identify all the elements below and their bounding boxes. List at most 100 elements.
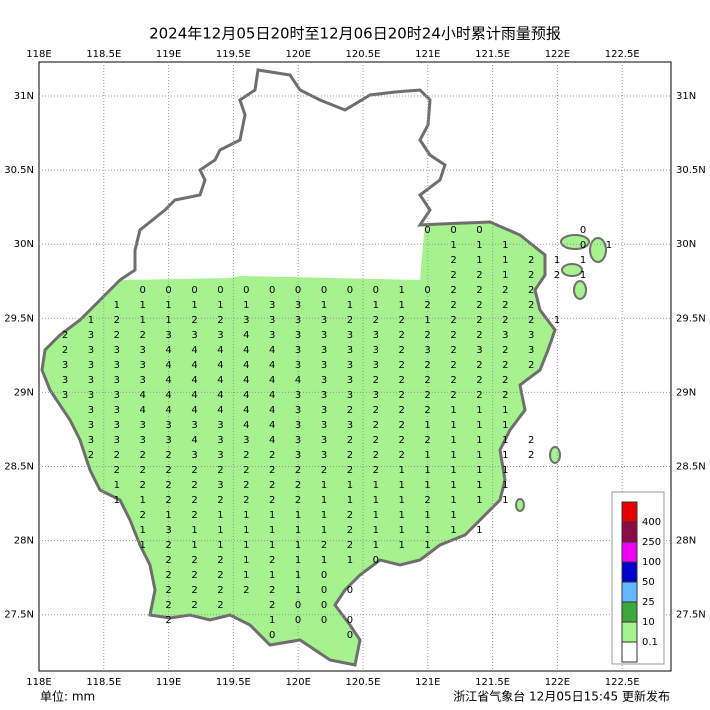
rainfall-value: 2 [269, 600, 275, 611]
rainfall-value: 1 [373, 300, 379, 311]
rainfall-value: 4 [191, 345, 197, 356]
lon-label-top: 119.5E [216, 49, 251, 60]
rainfall-value: 2 [321, 540, 327, 551]
rainfall-value: 2 [528, 255, 534, 266]
rainfall-value: 0 [424, 285, 430, 296]
rainfall-value: 3 [191, 330, 197, 341]
rainfall-value: 4 [191, 375, 197, 386]
rainfall-value: 3 [347, 360, 353, 371]
rainfall-value: 2 [502, 300, 508, 311]
lon-label-bottom: 118E [26, 677, 51, 688]
rainfall-value: 4 [217, 375, 223, 386]
lon-label-top: 121E [415, 49, 440, 60]
rainfall-value: 1 [243, 525, 249, 536]
rainfall-value: 1 [450, 420, 456, 431]
rainfall-value: 2 [114, 465, 120, 476]
rainfall-value: 1 [140, 300, 146, 311]
rainfall-value: 3 [295, 420, 301, 431]
rainfall-value: 1 [399, 285, 405, 296]
rainfall-value: 3 [165, 420, 171, 431]
rainfall-value: 2 [399, 330, 405, 341]
rainfall-value: 1 [321, 525, 327, 536]
rainfall-value: 1 [502, 255, 508, 266]
rainfall-value: 1 [295, 510, 301, 521]
rainfall-value: 2 [165, 600, 171, 611]
lon-label-top: 118E [26, 49, 51, 60]
rainfall-value: 3 [321, 435, 327, 446]
rainfall-value: 1 [476, 525, 482, 536]
rainfall-value: 3 [88, 375, 94, 386]
rainfall-value: 2 [373, 315, 379, 326]
rainfall-value: 1 [424, 315, 430, 326]
rainfall-value: 2 [217, 315, 223, 326]
rainfall-value: 1 [476, 240, 482, 251]
rainfall-value: 1 [347, 495, 353, 506]
lat-label-left: 27.5N [4, 610, 34, 621]
rainfall-value: 1 [476, 405, 482, 416]
rainfall-value: 2 [88, 450, 94, 461]
rainfall-value: 0 [295, 615, 301, 626]
rainfall-value: 3 [217, 450, 223, 461]
rainfall-value: 3 [321, 315, 327, 326]
rainfall-value: 3 [295, 450, 301, 461]
rainfall-value: 2 [399, 450, 405, 461]
rainfall-value: 0 [295, 600, 301, 611]
rainfall-value: 0 [321, 585, 327, 596]
rainfall-value: 4 [217, 405, 223, 416]
rainfall-value: 2 [373, 405, 379, 416]
rainfall-value: 2 [450, 345, 456, 356]
rainfall-value: 3 [191, 450, 197, 461]
rainfall-value: 2 [191, 315, 197, 326]
rainfall-value: 1 [191, 525, 197, 536]
rainfall-value: 2 [165, 465, 171, 476]
rainfall-value: 1 [450, 405, 456, 416]
rainfall-value: 1 [269, 510, 275, 521]
rainfall-value: 3 [217, 435, 223, 446]
rainfall-value: 2 [476, 315, 482, 326]
rainfall-value: 2 [476, 330, 482, 341]
rainfall-value: 4 [217, 360, 223, 371]
rainfall-value: 3 [347, 330, 353, 341]
rainfall-value: 1 [580, 255, 586, 266]
rainfall-value: 1 [243, 540, 249, 551]
legend-swatch [621, 621, 638, 643]
rainfall-value: 2 [450, 390, 456, 401]
rainfall-value: 1 [114, 495, 120, 506]
rainfall-value: 1 [295, 540, 301, 551]
rainfall-value: 2 [450, 330, 456, 341]
rainfall-value: 1 [424, 540, 430, 551]
rainfall-value: 3 [321, 405, 327, 416]
rainfall-value: 1 [450, 495, 456, 506]
rainfall-value: 3 [62, 360, 68, 371]
rainfall-value: 1 [269, 570, 275, 581]
rainfall-value: 0 [165, 285, 171, 296]
rainfall-value: 2 [399, 435, 405, 446]
rainfall-value: 3 [114, 345, 120, 356]
rainfall-value: 0 [295, 285, 301, 296]
rainfall-value: 1 [373, 540, 379, 551]
rainfall-value: 2 [399, 390, 405, 401]
rainfall-value: 4 [243, 330, 249, 341]
lon-label-bottom: 121E [415, 677, 440, 688]
rainfall-value: 2 [399, 315, 405, 326]
rainfall-value: 3 [88, 360, 94, 371]
rainfall-value: 3 [347, 390, 353, 401]
lon-label-top: 121.5E [475, 49, 510, 60]
rainfall-value: 3 [502, 330, 508, 341]
rainfall-value: 3 [295, 330, 301, 341]
lat-label-left: 29N [14, 387, 34, 398]
rainfall-value: 2 [424, 390, 430, 401]
rainfall-value: 1 [243, 555, 249, 566]
rainfall-value: 3 [321, 330, 327, 341]
rainfall-value: 1 [140, 525, 146, 536]
rainfall-value: 3 [217, 480, 223, 491]
rainfall-value: 2 [528, 360, 534, 371]
legend-label: 25 [642, 597, 655, 608]
rainfall-value: 2 [140, 330, 146, 341]
rainfall-value: 2 [502, 315, 508, 326]
rainfall-value: 3 [321, 420, 327, 431]
rainfall-value: 2 [347, 435, 353, 446]
rainfall-value: 2 [399, 420, 405, 431]
rainfall-value: 2 [165, 495, 171, 506]
rainfall-value: 1 [88, 315, 94, 326]
